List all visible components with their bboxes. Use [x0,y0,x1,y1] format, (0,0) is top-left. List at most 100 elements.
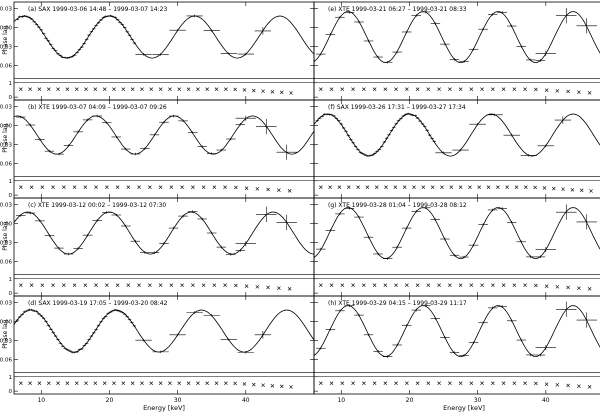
ratio-marker [587,385,592,389]
ratio-marker [426,87,431,92]
ratio-marker [351,283,355,288]
ratio-marker [62,185,66,190]
ratio-marker [180,185,184,190]
ratio-marker [449,185,454,190]
ratio-marker [105,185,109,190]
ratio-marker [394,381,398,386]
ratio-marker [328,185,332,190]
ratio-marker [130,381,135,386]
ratio-marker [40,185,45,190]
ratio-marker [223,185,227,190]
ratio-marker [93,381,98,386]
ratio-marker [570,187,575,192]
ratio-marker [566,285,570,290]
ratio-marker [168,381,172,386]
ratio-marker [512,87,517,92]
ratio-marker [477,185,482,190]
ratio-marker [46,87,51,92]
ratio-marker [214,381,219,386]
ratio-marker [430,185,435,190]
ratio-marker [214,87,219,92]
ratio-marker [158,381,163,386]
ratio-marker [72,185,77,190]
ratio-marker [65,381,70,386]
ratio-marker [242,88,247,92]
panel-label: (g) XTE 1999-03-28 01:04 – 1999-03-28 08… [328,202,467,209]
ratio-marker [169,185,174,190]
panel-f: (f) SAX 1999-03-26 17:31 – 1999-03-27 17… [313,99,600,199]
ratio-marker [523,87,527,92]
ratio-marker [201,283,206,288]
ratio-marker [566,383,570,388]
ratio-marker [458,87,463,92]
ratio-marker [356,185,360,190]
ratio-marker [587,287,592,291]
panel-label: (a) SAX 1999-03-06 14:48 – 1999-03-07 14… [28,6,167,13]
ratio-marker [469,381,474,386]
ratio-marker [205,87,209,92]
model-curve [13,15,315,59]
y-tick-label-sub: 0 [9,389,13,395]
model-curve [313,207,600,259]
ratio-marker [287,287,292,291]
panel-frame [313,295,600,395]
ratio-marker [29,283,34,288]
ratio-marker [437,283,441,288]
ratio-marker [394,87,398,92]
ratio-marker [56,87,60,92]
ratio-marker [534,381,538,386]
ratio-marker [405,87,409,92]
y-tick-label: 0.00 [0,221,12,227]
ratio-marker [94,283,98,288]
y-tick-label: 0.00 [0,319,12,325]
ratio-marker [319,185,323,190]
ratio-marker [270,89,275,94]
y-axis-label: Phase lag [2,26,9,55]
ratio-marker [372,381,377,386]
ratio-marker [319,381,323,386]
ratio-marker [351,381,355,386]
x-axis-label: Energy [keV] [143,404,185,412]
ratio-marker [56,381,60,386]
ratio-marker [62,283,66,288]
y-tick-label: -0.03 [0,143,12,149]
ratio-marker [149,381,154,386]
ratio-marker [329,87,334,92]
ratio-marker [372,283,377,288]
y-tick-label: 0.00 [0,25,12,31]
ratio-marker [115,283,120,288]
y-tick-label-sub: 1 [9,179,13,185]
ratio-marker [468,185,472,190]
ratio-marker [40,283,45,288]
ratio-marker [93,87,98,92]
y-tick-label: -0.06 [0,358,12,364]
y-tick-label: -0.06 [0,162,12,168]
ratio-marker [534,87,538,92]
ratio-marker [566,89,570,94]
x-tick-label: 10 [337,397,345,404]
x-tick-label: 20 [406,397,414,404]
ratio-marker [158,185,163,190]
ratio-marker [289,385,293,389]
x-tick-label: 10 [37,397,45,404]
ratio-marker [346,185,351,190]
ratio-marker [589,189,593,193]
ratio-marker [329,283,334,288]
ratio-marker [372,87,377,92]
ratio-marker [28,87,32,92]
ratio-marker [84,381,88,386]
ratio-marker [491,283,495,288]
ratio-marker [340,283,345,288]
ratio-marker [244,284,249,288]
ratio-marker [74,87,79,92]
ratio-marker [512,381,517,386]
ratio-marker [426,381,431,386]
ratio-marker [224,381,228,386]
x-tick-label: 40 [242,397,250,404]
x-tick-label: 20 [106,397,114,404]
ratio-marker [19,381,23,386]
ratio-marker [362,87,366,92]
ratio-marker [277,188,281,192]
x-tick-label: 30 [174,397,182,404]
